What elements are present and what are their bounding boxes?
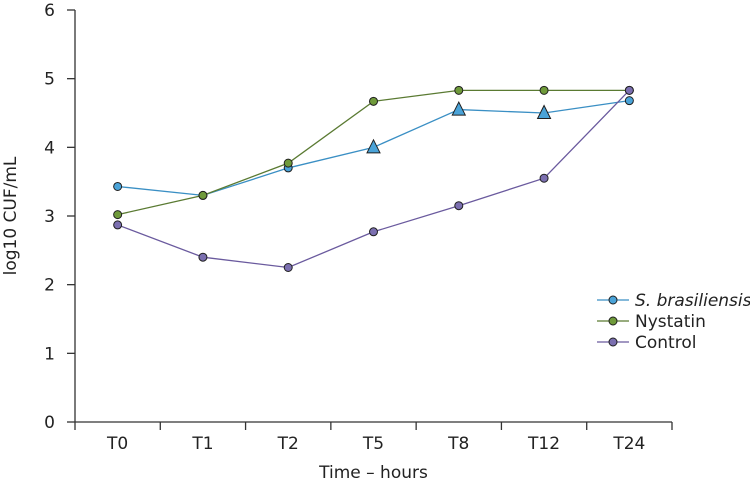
x-tick-label: T1 (191, 434, 213, 454)
legend-swatch-marker (608, 337, 618, 347)
series-s-brasiliensis-markers (113, 96, 634, 200)
data-point-control (113, 220, 123, 230)
data-point-nystatin (113, 210, 123, 220)
axes: 0 1 2 3 4 5 6 T0 T1 T2 T5 T8 T12 T24 (44, 1, 673, 454)
y-tick-label: 2 (44, 276, 55, 296)
data-point-nystatin (539, 85, 549, 95)
legend-label: Control (635, 333, 696, 353)
y-axis-title: log10 CUF/mL (1, 156, 21, 275)
data-point-control (283, 263, 293, 272)
data-point-s-brasiliensis (536, 104, 552, 119)
data-point-nystatin (369, 96, 378, 106)
data-point-s-brasiliensis (113, 181, 123, 191)
data-point-s-brasiliensis (366, 138, 381, 154)
x-tick-label: T2 (277, 434, 299, 454)
data-point-nystatin (198, 190, 208, 200)
y-tick-label: 1 (44, 344, 55, 364)
x-tick-label: T5 (362, 434, 384, 454)
data-point-nystatin (454, 85, 464, 95)
legend-item-s-brasiliensis: S. brasiliensis (597, 291, 750, 311)
data-point-nystatin (283, 158, 293, 168)
series-control-markers (113, 85, 634, 272)
data-point-control (198, 252, 208, 262)
legend-label: Nystatin (635, 312, 706, 332)
x-axis-title: Time – hours (318, 463, 428, 483)
series-line-control (117, 89, 630, 269)
legend-label: S. brasiliensis (635, 291, 750, 311)
legend-item-nystatin: Nystatin (597, 312, 706, 332)
y-tick-label: 3 (44, 207, 55, 227)
x-tick-label: T24 (612, 434, 645, 454)
data-point-s-brasiliensis (451, 100, 467, 116)
y-tick-label: 6 (44, 1, 55, 21)
x-tick-label: T8 (447, 434, 469, 454)
data-point-control (369, 227, 378, 237)
legend-item-control: Control (597, 333, 696, 353)
data-point-control (454, 201, 464, 211)
series-layer (113, 85, 634, 272)
x-tick-label: T12 (527, 434, 560, 454)
data-point-s-brasiliensis (624, 96, 634, 106)
x-tick-label: T0 (106, 434, 128, 454)
data-point-control (539, 173, 549, 183)
data-point-control (624, 85, 634, 95)
legend-swatch-marker (608, 295, 618, 305)
legend-swatch-marker (608, 316, 618, 326)
y-tick-label: 5 (44, 70, 55, 90)
y-tick-label: 4 (44, 138, 55, 158)
y-tick-label: 0 (44, 413, 55, 433)
series-control-line-group (117, 89, 630, 269)
